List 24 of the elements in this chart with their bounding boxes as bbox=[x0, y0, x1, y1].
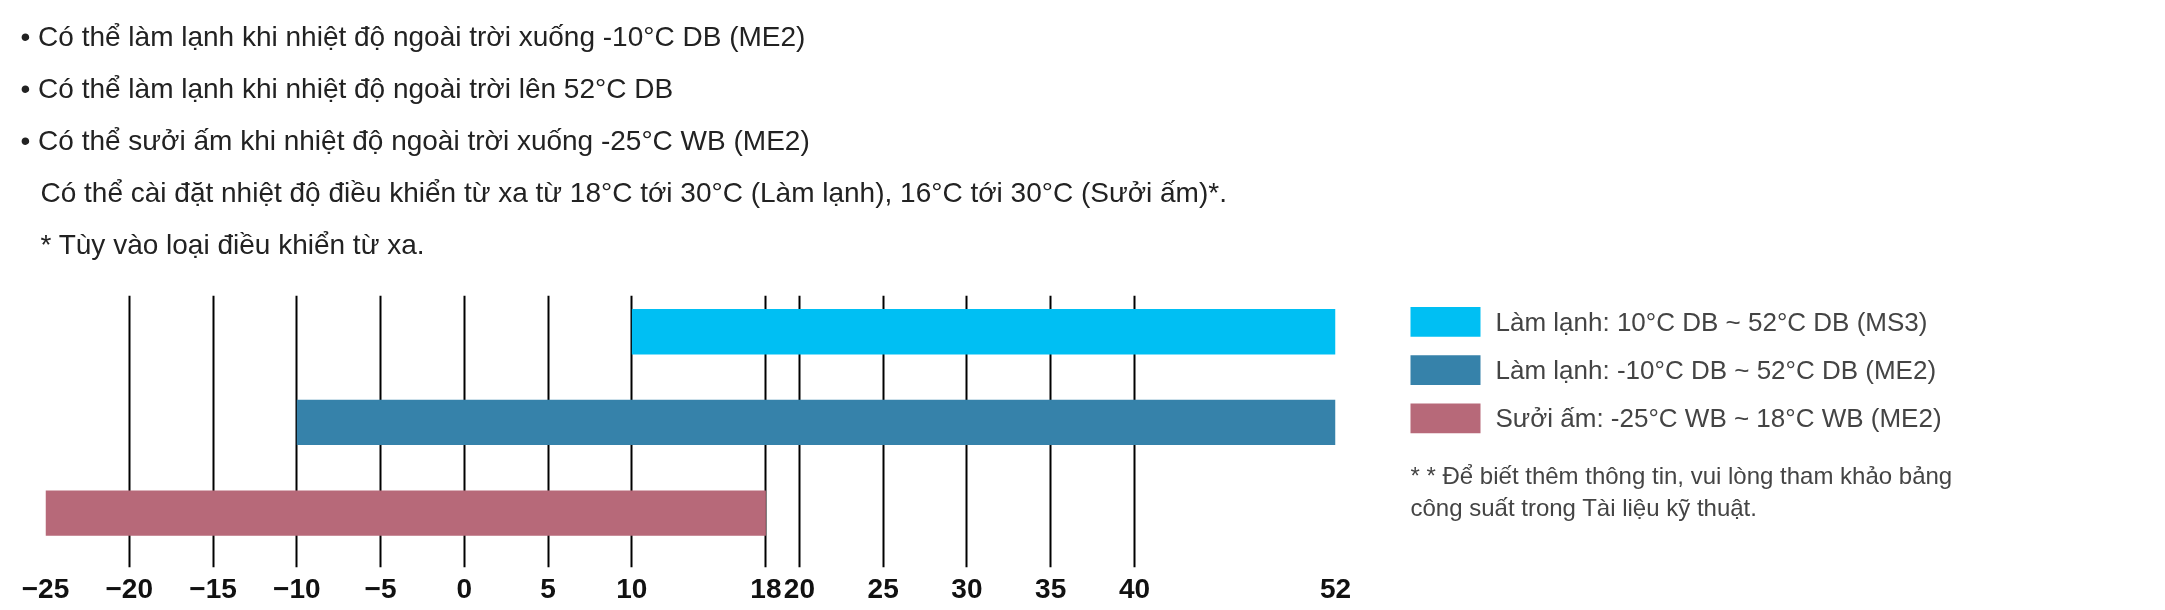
x-tick-label: 5 bbox=[540, 572, 556, 604]
text: Có thể cài đặt nhiệt độ điều khiển từ xa từ 18°C tới 30°C (Làm lạnh), 16°C tới 30°C (Sưởi ấm)*. bbox=[40, 176, 1227, 208]
x-tick-label: −5 bbox=[364, 572, 397, 604]
x-tick-label: 40 bbox=[1118, 572, 1151, 604]
x-tick-label: 35 bbox=[1035, 572, 1067, 604]
text: • Có thể làm lạnh khi nhiệt độ ngoài trời xuống -10°C DB (ME2) bbox=[20, 20, 806, 52]
x-tick-label: 52 bbox=[1319, 572, 1352, 604]
x-tick-label: 0 bbox=[456, 572, 473, 604]
x-tick-label: −10 bbox=[273, 572, 321, 604]
x-tick-label: 20 bbox=[783, 572, 815, 604]
x-tick-label: 10 bbox=[616, 572, 648, 604]
text: • Có thể làm lạnh khi nhiệt độ ngoài trời lên 52°C DB bbox=[20, 72, 674, 104]
x-tick-label: −20 bbox=[105, 572, 154, 604]
x-tick-label: 30 bbox=[951, 572, 983, 604]
x-tick-label: 18 bbox=[750, 572, 782, 604]
legend-label: Làm lạnh: 10°C DB ~ 52°C DB (MS3) bbox=[1495, 306, 1928, 337]
legend-label: Sưởi ấm: -25°C WB ~ 18°C WB (ME2) bbox=[1495, 403, 1942, 434]
legend-label: Làm lạnh: -10°C DB ~ 52°C DB (ME2) bbox=[1495, 355, 1937, 386]
text: * Tùy vào loại điều khiển từ xa. bbox=[40, 228, 425, 260]
x-tick-label: −15 bbox=[189, 572, 237, 604]
x-tick-label: 25 bbox=[867, 572, 899, 604]
text: • Có thể sưởi ấm khi nhiệt độ ngoài trời xuống -25°C WB (ME2) bbox=[20, 124, 810, 156]
x-tick-label: −25 bbox=[21, 572, 70, 604]
text: * * Để biết thêm thông tin, vui lòng tham khảo bảng công suất trong Tài liệu kỹ thuật. bbox=[1410, 462, 1953, 521]
